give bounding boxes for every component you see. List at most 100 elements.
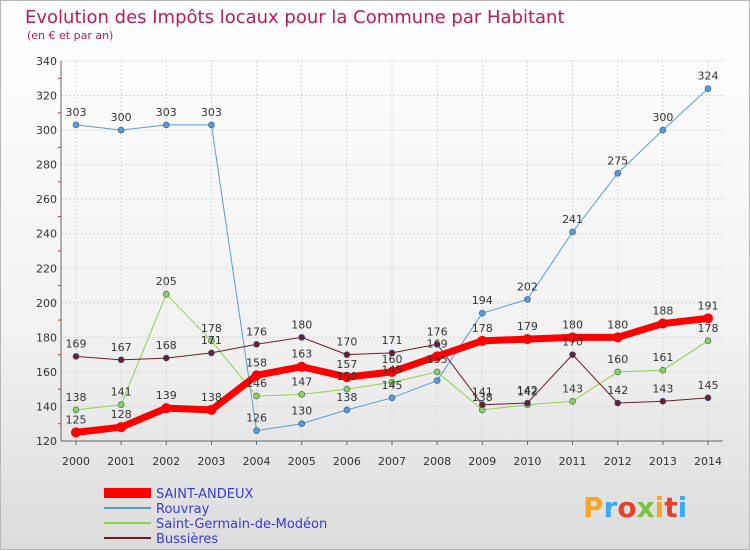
point-saint-germain-de-mod-on [659,366,667,374]
point-saint-andeux [567,332,578,343]
point-saint-germain-de-mod-on [614,368,622,376]
point-bussi-res [569,351,576,358]
data-label-saint-germain-de-mod-on: 155 [427,353,448,366]
point-saint-andeux [296,361,307,372]
legend-label-bussi-res: Bussières [156,532,218,547]
point-rouvray [253,427,260,434]
proxiti-logo: Proxiti [583,491,687,524]
data-label-bussi-res: 180 [291,318,312,331]
y-tick-label: 120 [36,435,57,448]
y-tick-label: 180 [36,331,57,344]
data-label-bussi-res: 169 [66,337,87,350]
point-rouvray [524,296,531,303]
data-label-bussi-res: 167 [111,341,132,354]
data-label-bussi-res: 176 [246,325,267,338]
data-label-saint-andeux: 139 [156,389,177,402]
point-rouvray [614,169,622,177]
data-label-bussi-res: 171 [382,334,403,347]
point-rouvray [478,309,486,317]
data-label-rouvray: 241 [562,213,583,226]
point-rouvray [343,406,351,414]
point-bussi-res [524,399,531,407]
data-label-rouvray: 303 [66,106,87,119]
data-label-rouvray: 202 [517,280,538,293]
data-label-saint-germain-de-mod-on: 146 [246,377,267,390]
point-bussi-res [704,394,712,402]
data-label-saint-andeux: 163 [291,348,312,361]
x-tick-label: 2001 [107,455,135,468]
point-saint-germain-de-mod-on [388,378,396,386]
point-saint-germain-de-mod-on [117,401,125,409]
point-bussi-res [388,349,396,357]
point-saint-andeux [387,366,397,377]
data-label-saint-germain-de-mod-on: 145 [382,363,403,376]
y-tick-label: 320 [36,90,57,103]
x-tick-label: 2003 [197,455,225,468]
data-label-saint-andeux: 191 [698,299,719,312]
y-tick-label: 300 [36,124,57,137]
x-tick-label: 2002 [152,455,180,468]
x-tick-label: 2006 [333,455,361,468]
data-label-saint-germain-de-mod-on: 150 [336,370,357,383]
logo-letter: x [637,491,655,524]
point-saint-andeux [71,427,81,438]
y-tick-label: 220 [36,262,57,275]
data-label-bussi-res: 141 [472,386,493,399]
point-rouvray [388,394,396,402]
data-label-saint-andeux: 158 [246,356,267,369]
data-label-saint-germain-de-mod-on: 147 [291,375,312,388]
data-label-bussi-res: 142 [607,384,628,397]
logo-letter: o [617,491,636,524]
x-tick-label: 2008 [423,455,451,468]
x-tick-label: 2005 [288,455,316,468]
point-saint-andeux [206,404,217,415]
data-label-saint-andeux: 169 [427,337,448,350]
point-saint-andeux [657,318,668,329]
logo-text: Proxiti [583,491,687,524]
axes: 120 140 160 180 200 220 240 260 280 300 320 340 2000… [36,55,723,468]
chart-title: Evolution des Impôts locaux pour la Comm… [25,7,565,28]
legend: SAINT-ANDEUXRouvraySaint-Germain-de-Modé… [104,487,327,547]
data-label-saint-germain-de-mod-on: 141 [111,386,132,399]
point-bussi-res [72,353,80,360]
data-label-saint-andeux: 178 [472,322,493,335]
point-saint-germain-de-mod-on [433,368,441,376]
point-saint-germain-de-mod-on [704,337,712,345]
x-tick-label: 2011 [559,455,587,468]
data-label-rouvray: 300 [652,111,673,124]
point-saint-germain-de-mod-on [208,337,215,345]
data-label-rouvray: 324 [698,70,719,83]
point-bussi-res [478,401,486,409]
point-rouvray [659,126,667,134]
point-saint-andeux [432,351,443,362]
data-label-bussi-res: 145 [698,379,719,392]
data-label-bussi-res: 142 [517,384,538,397]
x-tick-label: 2007 [378,455,406,468]
point-saint-andeux [341,372,352,383]
data-label-rouvray: 303 [201,106,222,119]
data-label-saint-germain-de-mod-on: 138 [66,391,87,404]
data-label-bussi-res: 143 [652,382,673,395]
data-label-rouvray: 145 [382,379,403,392]
point-bussi-res [117,356,125,364]
data-label-saint-germain-de-mod-on: 161 [652,351,673,364]
legend-label-rouvray: Rouvray [156,502,210,517]
y-tick-label: 260 [36,193,57,206]
point-bussi-res [614,399,622,407]
logo-letter: t [664,491,677,524]
data-label-rouvray: 130 [291,405,312,418]
point-rouvray [704,85,712,92]
logo-letter: r [604,491,618,524]
point-rouvray [162,121,170,129]
point-saint-germain-de-mod-on [569,397,576,405]
data-label-bussi-res: 168 [156,339,177,352]
data-label-saint-germain-de-mod-on: 142 [517,386,538,399]
x-tick-label: 2004 [243,455,271,468]
point-saint-andeux [522,334,533,345]
y-tick-label: 240 [36,228,57,241]
legend-label-saint-germain-de-mod-on: Saint-Germain-de-Modéon [156,517,327,532]
data-label-saint-germain-de-mod-on: 143 [562,382,583,395]
data-label-saint-andeux: 157 [336,358,357,371]
legend-label-saint-andeux: SAINT-ANDEUX [156,487,253,502]
point-bussi-res [343,351,351,358]
